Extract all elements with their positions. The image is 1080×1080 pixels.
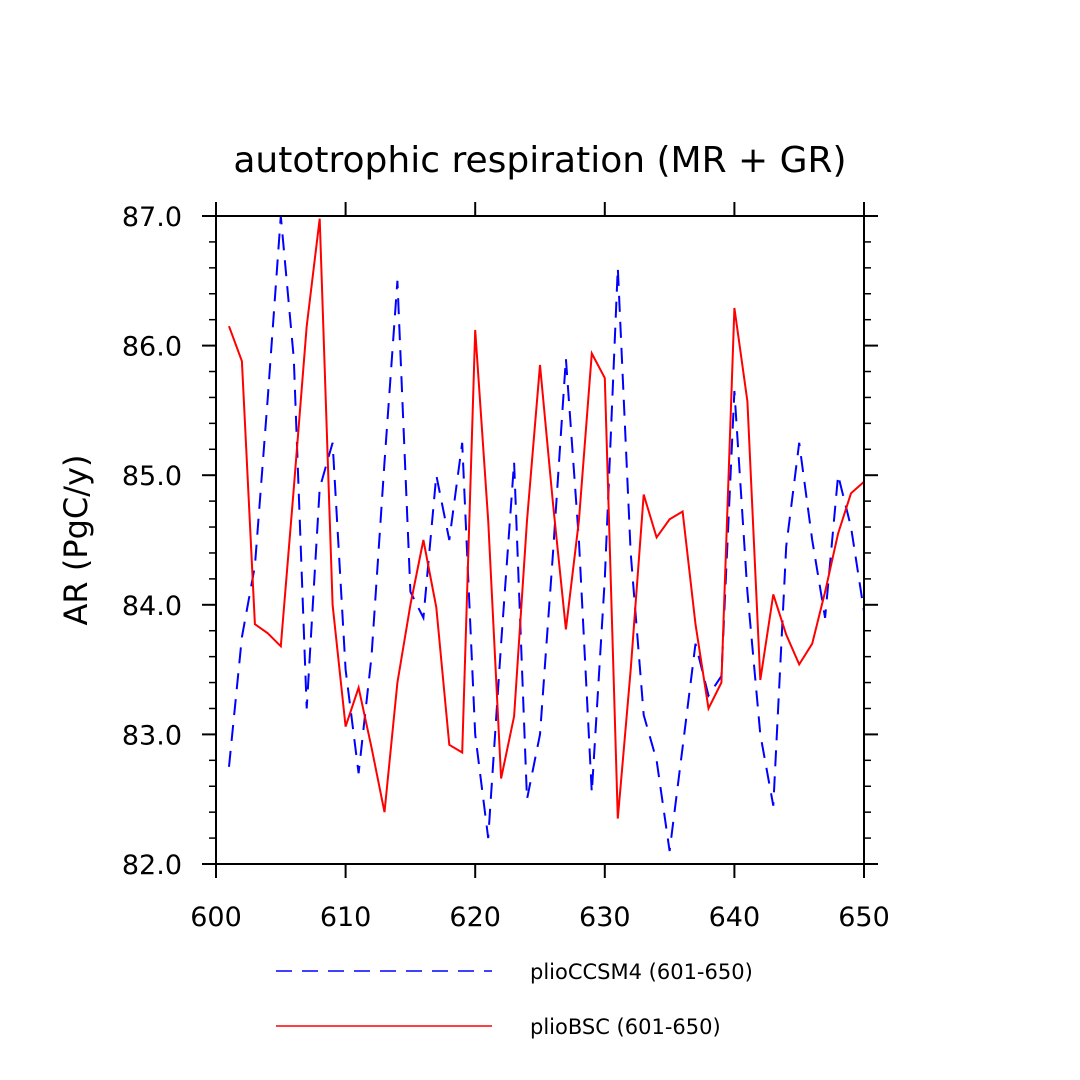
y-tick-label: 87.0	[122, 202, 182, 233]
plot-series	[228, 215, 865, 852]
series-line-pliocgsm4	[228, 215, 865, 852]
chart-title: autotrophic respiration (MR + GR)	[233, 140, 846, 181]
y-axis-label: AR (PgC/y)	[57, 455, 95, 626]
y-tick-label: 82.0	[122, 850, 182, 881]
x-tick-label: 620	[449, 902, 501, 933]
y-tick-label: 86.0	[122, 332, 182, 363]
legend-label: plioBSC (601-650)	[530, 1015, 721, 1039]
x-tick-label: 600	[190, 902, 242, 933]
axis-ticks	[202, 202, 878, 878]
x-tick-labels: 600 610 620 630 640 650	[190, 902, 890, 933]
legend-label: plioCCSM4 (601-650)	[530, 960, 753, 984]
legend: plioCCSM4 (601-650) plioBSC (601-650)	[276, 960, 753, 1039]
y-tick-labels: 82.0 83.0 84.0 85.0 86.0 87.0	[122, 202, 182, 881]
x-tick-label: 610	[320, 902, 372, 933]
x-tick-label: 650	[838, 902, 890, 933]
y-tick-label: 84.0	[122, 591, 182, 622]
plot-frame	[215, 215, 865, 865]
y-tick-label: 83.0	[122, 720, 182, 751]
x-tick-label: 630	[579, 902, 631, 933]
y-tick-label: 85.0	[122, 461, 182, 492]
series-line-pliobsc	[228, 218, 865, 819]
x-tick-label: 640	[709, 902, 761, 933]
